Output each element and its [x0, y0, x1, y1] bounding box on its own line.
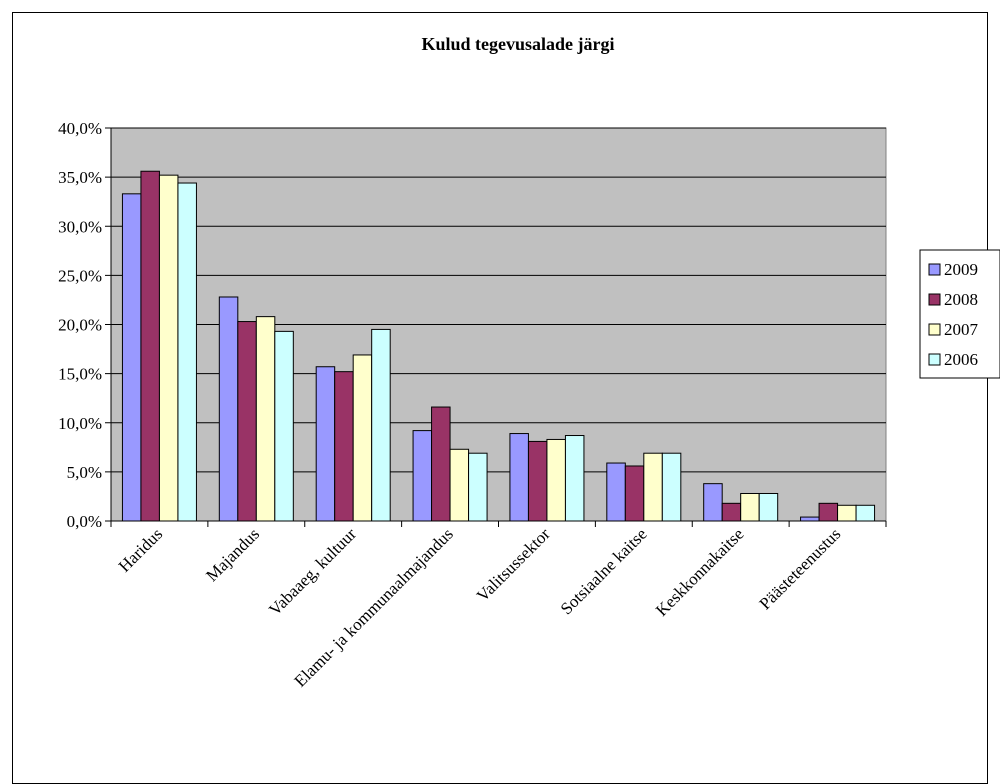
bar-2006-6	[758, 492, 779, 522]
bar-2009-5	[606, 462, 626, 522]
y-axis-ticks: 0,0% 5,0% 10,0% 15,0% 20,0% 25,0% 30,0% 35,0% 40…	[58, 119, 111, 531]
x-category-label: Elamu- ja kommunaalmajandus	[291, 524, 457, 690]
y-tick-label: 35,0%	[58, 168, 102, 187]
bar-2008-7	[818, 502, 839, 522]
legend-swatch-2009	[928, 263, 941, 276]
legend-swatch-2007	[928, 323, 941, 336]
y-tick-label: 25,0%	[58, 266, 102, 285]
bar-2009-3	[412, 430, 433, 522]
bar-2008-5	[624, 465, 645, 522]
bar-2007-6	[740, 492, 760, 522]
x-category-label: Vabaaeg, kultuur	[265, 524, 360, 619]
bar-2007-2	[352, 354, 373, 522]
y-tick-label: 0,0%	[67, 512, 102, 531]
x-category-label: Päästeteenustus	[756, 524, 845, 613]
bar-2007-7	[837, 504, 857, 522]
bar-2006-4	[564, 435, 585, 522]
bar-2008-1	[237, 321, 257, 522]
bar-2009-1	[218, 296, 239, 522]
x-category-label: Haridus	[115, 524, 166, 575]
legend-label-2007: 2007	[944, 320, 979, 339]
bar-2007-0	[158, 174, 179, 522]
legend-label-2009: 2009	[944, 260, 978, 279]
bar-2009-4	[509, 433, 529, 522]
legend-swatch-2006	[928, 353, 941, 366]
legend-swatch-2008	[928, 293, 941, 306]
legend-label-2008: 2008	[944, 290, 978, 309]
y-tick-label: 30,0%	[58, 217, 102, 236]
bar-2009-0	[121, 193, 142, 522]
bar-2008-3	[431, 406, 451, 522]
y-tick-label: 20,0%	[58, 316, 102, 335]
x-category-label: Sotsiaalne kaitse	[557, 524, 651, 618]
bar-2008-4	[527, 440, 548, 522]
bar-2006-5	[661, 452, 682, 522]
y-tick-label: 15,0%	[58, 365, 102, 384]
x-category-label: Keskkonnakaitse	[652, 524, 748, 620]
bar-2007-3	[449, 448, 470, 522]
bars	[121, 170, 876, 522]
legend-label-2006: 2006	[944, 350, 978, 369]
chart-title: Kulud tegevusalade järgi	[421, 34, 614, 54]
y-tick-label: 5,0%	[67, 463, 102, 482]
bar-2006-3	[468, 452, 488, 522]
bar-2006-0	[177, 182, 197, 522]
bar-2007-4	[546, 438, 566, 522]
bar-2009-7	[800, 516, 820, 522]
legend: 2009 2008 2007 2006	[919, 249, 1000, 379]
bar-2008-2	[334, 371, 354, 522]
bar-2009-2	[315, 366, 336, 522]
bar-2008-0	[140, 170, 160, 522]
bar-2006-7	[855, 504, 876, 522]
bar-2007-5	[643, 452, 663, 522]
y-tick-label: 40,0%	[58, 119, 102, 138]
x-category-label: Valitsussektor	[473, 524, 554, 605]
bar-2006-2	[371, 328, 391, 522]
x-category-label: Majandus	[202, 524, 263, 585]
bar-2009-6	[703, 483, 723, 522]
bar-2007-1	[255, 316, 276, 522]
y-tick-label: 10,0%	[58, 414, 102, 433]
bar-2006-1	[274, 330, 294, 522]
bar-2008-6	[721, 502, 742, 522]
